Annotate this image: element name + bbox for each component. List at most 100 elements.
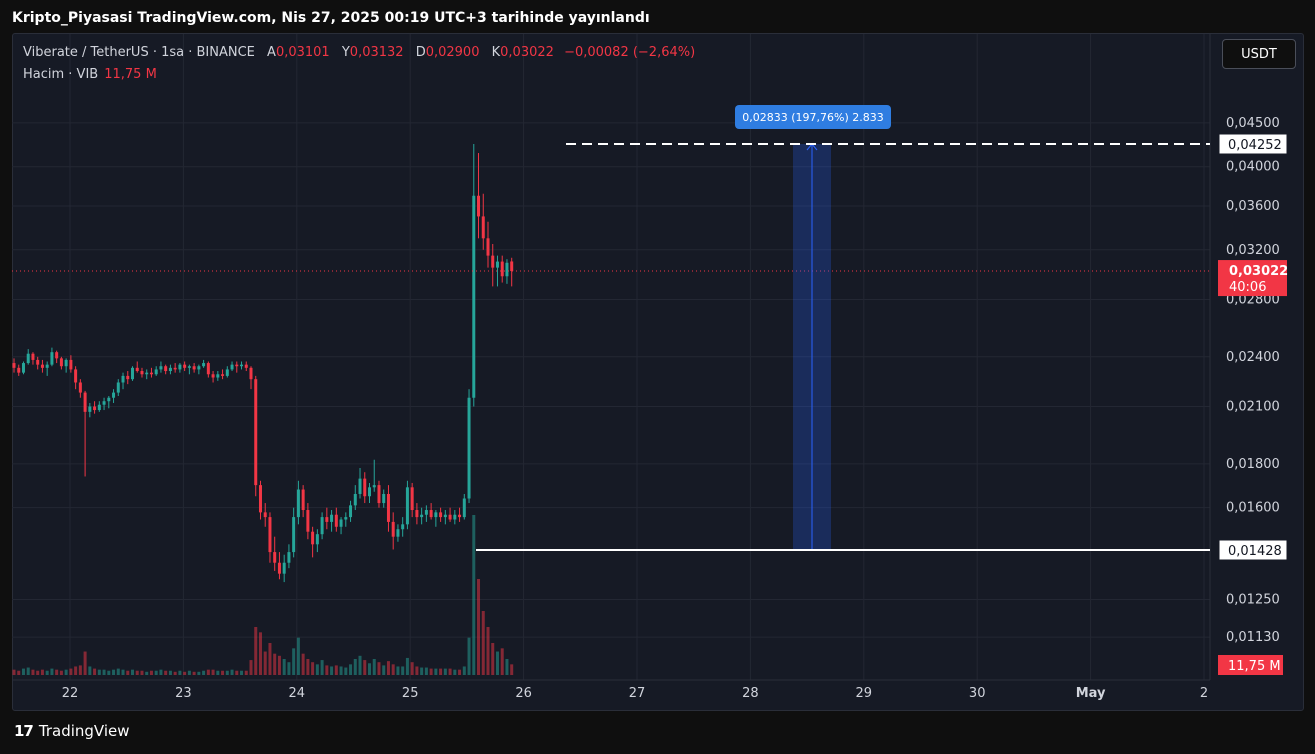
volume-bar [339,666,343,675]
volume-bar [216,670,220,675]
candle-body [263,512,267,518]
candle-body [420,514,424,518]
volume-bar [45,670,49,675]
candle-body [12,363,16,368]
candle-body [287,552,291,563]
x-tick-label: 27 [629,686,646,701]
candle-body [145,372,149,375]
candle-body [396,529,400,537]
x-tick-label: May [1076,686,1106,701]
volume-bar [382,665,386,675]
volume-bar [211,669,215,675]
volume-bar [88,666,92,675]
volume-bar [249,660,253,675]
volume-bar [368,663,371,675]
volume-bar [372,659,376,675]
candle-body [320,517,324,535]
candle-body [358,478,362,494]
volume-bar [192,671,196,675]
volume-bar [386,661,390,675]
volume-bar [462,666,466,675]
candle-body [458,514,462,518]
tradingview-logo[interactable]: 17 TradingView [14,722,130,740]
volume-bar [145,671,149,675]
volume-bar [443,668,447,675]
candle-body [311,531,315,545]
volume-bar [420,667,424,675]
candle-body [401,524,405,530]
y-tick-label: 0,04000 [1226,160,1280,175]
support-price-tag-box [1218,539,1288,561]
candle-body [164,366,168,372]
candle-body [192,366,196,370]
x-tick-label: 24 [289,686,306,701]
brand-name: TradingView [38,722,130,740]
candle-body [235,364,239,367]
volume-bar [221,670,225,675]
volume-bar [467,637,471,675]
candle-body [59,358,63,367]
volume-tag-box [1218,655,1283,675]
candle-body [495,261,499,268]
volume-bar [481,611,485,675]
volume-bar [178,670,182,675]
volume-bar [344,667,348,675]
volume-bar [434,668,438,675]
y-tick-label: 0,03200 [1226,243,1280,258]
currency-button[interactable]: USDT [1222,39,1296,69]
volume-bar [320,660,324,675]
candle-body [45,364,49,368]
candle-body [415,510,419,518]
x-tick-label: 25 [402,686,419,701]
resistance-price-tag: 0,04252 [1228,138,1282,153]
candle-body [93,406,97,411]
y-tick-label: 0,02400 [1226,350,1280,365]
volume-bar [21,668,25,675]
candle-body [116,382,120,393]
low-value: 0,02900 [425,45,480,60]
y-tick-label: 0,01250 [1226,593,1280,608]
volume-bar [173,671,177,675]
candle-body [55,352,59,359]
change-value: −0,00082 (−2,64%) [564,45,696,60]
volume-bar [83,651,87,675]
x-tick-label: 28 [742,686,759,701]
candle-body [178,364,182,370]
x-tick-label: 29 [856,686,873,701]
y-tick-label: 0,01800 [1226,457,1280,472]
volume-bar [97,669,101,675]
candle-body [410,487,414,511]
measure-label: 0,02833 (197,76%) 2.833 [742,111,884,124]
volume-bar [149,670,153,675]
candle-body [382,493,386,504]
volume-bar [168,670,172,675]
y-tick-label: 0,02800 [1226,292,1280,307]
volume-bar [311,662,315,675]
candle-body [240,364,244,367]
candle-body [102,401,106,405]
candle-body [254,379,258,486]
measure-label-box [735,105,891,129]
current-price-box [1218,260,1287,297]
volume-bar [263,651,267,675]
candle-body [481,216,485,239]
candle-body [353,493,357,506]
volume-bar [230,669,234,675]
candle-body [64,359,68,367]
candle-body [434,512,438,518]
volume-bar [401,666,405,675]
volume-bar [197,671,201,675]
candle-body [221,374,225,376]
volume-bar [334,665,338,675]
candle-body [202,363,206,367]
candle-body [126,375,130,380]
low-label: D [415,45,426,60]
candle-body [107,397,111,402]
volume-bar [74,666,78,675]
candle-body [443,514,447,518]
candle-body [453,514,457,520]
volume-bar [505,659,509,675]
volume-bar [391,664,395,675]
candle-body [211,374,215,378]
